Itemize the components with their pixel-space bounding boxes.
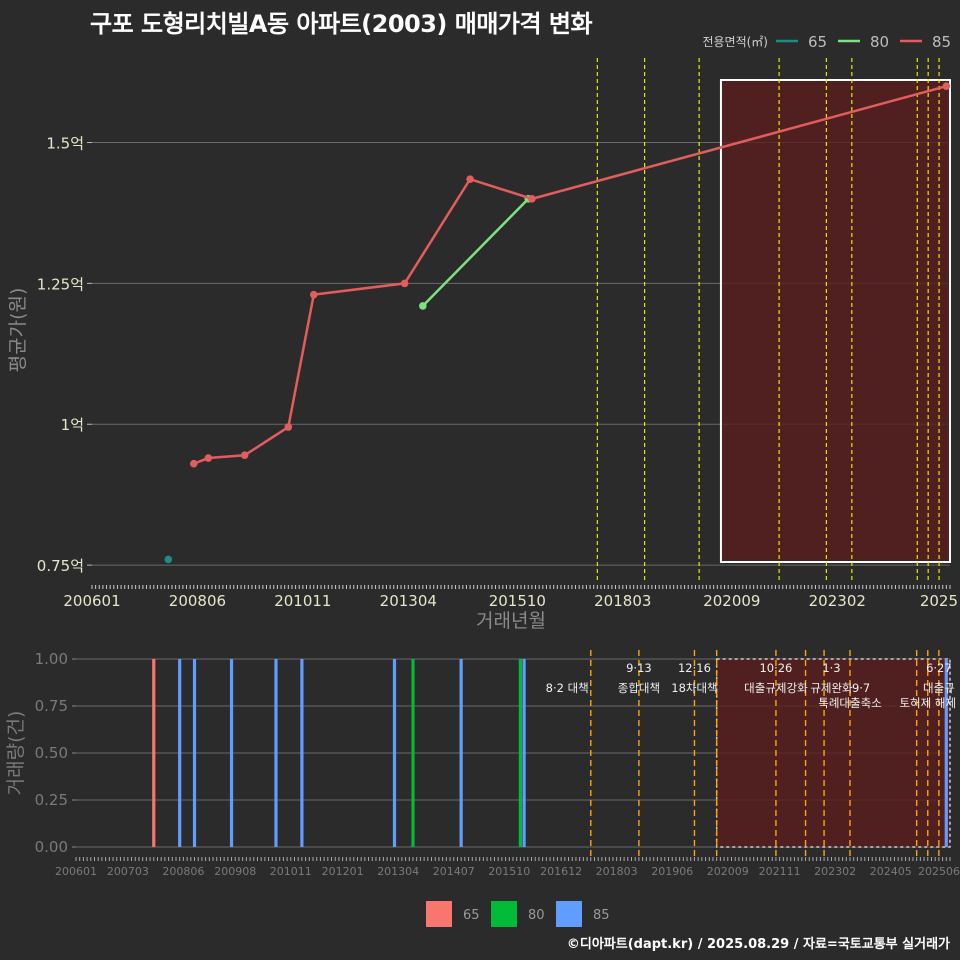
policy-annotation: 특례대출축소 xyxy=(818,696,881,710)
data-point-85 xyxy=(400,279,409,288)
x-tick-label: 201906 xyxy=(651,865,693,878)
legend-label-80: 80 xyxy=(528,908,545,923)
y-tick-label: 1.00 xyxy=(35,650,68,668)
x-tick-label: 202009 xyxy=(703,592,760,610)
legend-title: 전용면적(㎡) xyxy=(702,35,768,49)
x-tick-label: 202009 xyxy=(707,865,749,878)
policy-annotation: 종합대책 xyxy=(618,681,660,695)
x-tick-label: 202302 xyxy=(814,865,856,878)
data-point-85 xyxy=(189,459,198,468)
data-point-85 xyxy=(204,454,213,462)
bar-85 xyxy=(192,659,197,847)
bar-85 xyxy=(274,659,278,847)
bar-85 xyxy=(300,659,304,847)
data-point-85 xyxy=(240,451,249,460)
bar-85 xyxy=(522,659,526,847)
x-tick-label: 201803 xyxy=(596,865,638,878)
policy-annotation: 9·7 xyxy=(852,681,870,695)
highlight-range xyxy=(719,79,951,563)
bar-85 xyxy=(459,659,463,847)
data-point-85 xyxy=(942,82,951,90)
x-tick-label: 202405 xyxy=(870,865,912,878)
x-tick-label: 200806 xyxy=(169,592,226,610)
policy-annotation: 규제완화 xyxy=(810,681,853,695)
x-tick-label: 201803 xyxy=(594,592,651,610)
bar-85 xyxy=(178,659,182,847)
policy-annotation: 토허제 해제 xyxy=(899,696,956,710)
legend-label-65: 65 xyxy=(808,33,827,51)
bar-85 xyxy=(229,659,234,847)
x-tick-label: 201011 xyxy=(270,865,312,878)
y-tick-label: 0.75 xyxy=(35,697,68,715)
x-tick-label: 201304 xyxy=(380,592,437,610)
policy-annotation: 10·26 xyxy=(759,661,792,675)
x-tick-label: 201510 xyxy=(488,865,530,878)
x-tick-label: 201011 xyxy=(274,592,331,610)
x-tick-label: 202111 xyxy=(759,865,801,878)
x-tick-label: 200908 xyxy=(214,865,256,878)
legend-label-85: 85 xyxy=(593,908,610,923)
policy-annotation: 대출규 xyxy=(923,681,955,695)
data-point-65 xyxy=(164,555,173,564)
x-tick-label: 201407 xyxy=(433,865,475,878)
legend: 전용면적(㎡) 65 80 85 xyxy=(702,33,951,51)
bar-80 xyxy=(518,659,522,847)
legend: 65 80 85 xyxy=(426,901,610,927)
x-tick-label: 200601 xyxy=(63,592,120,610)
bar-85 xyxy=(392,659,397,847)
y-tick-label: 0.50 xyxy=(35,744,68,762)
x-tick-label: 201304 xyxy=(377,865,419,878)
x-tick-label: 201510 xyxy=(489,592,546,610)
bar-80 xyxy=(411,659,415,847)
price-panel: 0.75억 1억 1.25억 1.5억 200601 200806 201011 201304… xyxy=(7,33,958,632)
x-axis-title: 거래년월 xyxy=(476,610,546,632)
series-line-80 xyxy=(421,197,530,307)
legend-swatch-65 xyxy=(426,901,452,927)
x-tick-label: 201612 xyxy=(540,865,582,878)
y-tick-label: 0.75억 xyxy=(37,557,84,575)
y-tick-label: 1.25억 xyxy=(37,275,84,293)
data-point-85 xyxy=(466,175,474,183)
data-point-80 xyxy=(419,302,427,310)
policy-annotation: 12·16 xyxy=(678,661,711,675)
x-tick-label: 200601 xyxy=(55,865,97,878)
policy-annotation: 18차대책 xyxy=(671,681,717,695)
footer-credit: ©디아파트(dapt.kr) / 2025.08.29 / 자료=국토교통부 실… xyxy=(566,937,950,952)
policy-annotation: 8·2 대책 xyxy=(546,681,589,695)
y-tick-label: 0.00 xyxy=(35,838,68,856)
data-point-85 xyxy=(528,195,536,203)
x-tick-label: 202302 xyxy=(809,592,866,610)
x-tick-label: 202506 xyxy=(918,865,960,878)
legend-swatch-80 xyxy=(491,901,517,927)
bar-85 xyxy=(944,659,948,847)
highlight-range xyxy=(715,658,951,848)
x-tick-label: 201201 xyxy=(322,865,364,878)
chart-title: 구포 도형리치빌A동 아파트(2003) 매매가격 변화 xyxy=(90,10,593,38)
volume-panel: 0.00 0.25 0.50 0.75 1.00 8·2 대책 9·13 종합대책 12·16 1… xyxy=(5,650,960,927)
x-tick-label: 2025 xyxy=(920,592,958,610)
data-point-85 xyxy=(284,423,293,431)
policy-annotation: 1·3 xyxy=(822,661,840,675)
data-point-85 xyxy=(309,290,318,299)
y-tick-label: 1.5억 xyxy=(46,135,84,153)
y-axis-title: 평균가(원) xyxy=(7,288,29,373)
x-tick-label: 200806 xyxy=(162,865,204,878)
policy-annotation: 9·13 xyxy=(626,661,652,675)
x-tick-label: 200703 xyxy=(107,865,149,878)
y-tick-label: 0.25 xyxy=(35,791,68,809)
legend-label-65: 65 xyxy=(463,908,480,923)
policy-annotation: 6·27 xyxy=(926,661,952,675)
y-tick-label: 1억 xyxy=(61,416,84,434)
policy-annotation: 대출규제강화 xyxy=(744,681,808,695)
y-axis-title: 거래량(건) xyxy=(5,711,27,796)
legend-label-80: 80 xyxy=(870,33,889,51)
bar-65 xyxy=(152,659,156,847)
legend-label-85: 85 xyxy=(932,33,951,51)
legend-swatch-85 xyxy=(556,901,582,927)
